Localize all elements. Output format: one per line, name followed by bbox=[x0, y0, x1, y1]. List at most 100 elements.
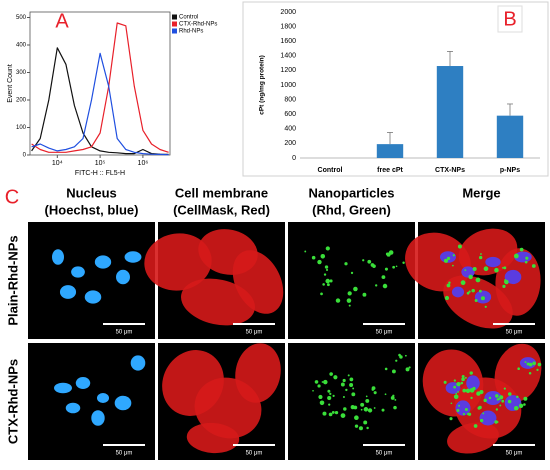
nucleus bbox=[461, 266, 475, 278]
nanoparticle bbox=[384, 367, 388, 371]
nanoparticle bbox=[335, 298, 341, 303]
y-tick-label: 0 bbox=[23, 153, 27, 159]
y-tick-label: 1400 bbox=[280, 53, 296, 60]
nanoparticle bbox=[483, 398, 487, 403]
bar bbox=[496, 115, 524, 158]
nanoparticle bbox=[317, 259, 322, 265]
panel-b-frame bbox=[242, 1, 549, 177]
nanoparticle bbox=[468, 274, 473, 280]
nanoparticle bbox=[408, 366, 411, 369]
nanoparticle bbox=[474, 299, 478, 302]
micrograph-content bbox=[54, 355, 146, 426]
column-header: Nanoparticles bbox=[309, 185, 395, 200]
nanoparticle bbox=[370, 263, 375, 267]
cell-membrane bbox=[186, 422, 240, 454]
nanoparticle bbox=[471, 288, 475, 293]
nanoparticle bbox=[346, 298, 352, 303]
panel-label: C bbox=[5, 186, 19, 208]
nanoparticle bbox=[478, 289, 482, 293]
y-tick-label: 1200 bbox=[280, 67, 296, 74]
nanoparticle bbox=[507, 399, 512, 404]
nanoparticle bbox=[395, 265, 398, 268]
micrograph-content bbox=[304, 246, 405, 307]
nanoparticle bbox=[381, 275, 386, 280]
nanoparticle bbox=[367, 408, 373, 413]
nanoparticle bbox=[503, 266, 507, 270]
nanoparticle bbox=[334, 410, 339, 415]
scale-bar-label: 50 μm bbox=[246, 330, 263, 336]
nanoparticle bbox=[323, 379, 328, 385]
nanoparticle bbox=[524, 260, 528, 264]
row-label: CTX-Rhd-NPs bbox=[5, 359, 20, 444]
nanoparticle bbox=[531, 264, 536, 268]
nanoparticle bbox=[462, 412, 465, 416]
y-tick-label: 500 bbox=[16, 15, 27, 21]
micrograph-content bbox=[162, 343, 281, 454]
nanoparticle bbox=[473, 424, 478, 428]
nanoparticle bbox=[358, 426, 363, 431]
legend-label: Rhd-NPs bbox=[179, 29, 203, 35]
nanoparticle bbox=[494, 267, 499, 273]
nanoparticle bbox=[532, 361, 536, 366]
nucleus bbox=[84, 290, 102, 304]
nanoparticle bbox=[386, 252, 391, 257]
nanoparticle bbox=[328, 403, 331, 406]
nanoparticle bbox=[329, 392, 332, 395]
nanoparticle bbox=[452, 254, 455, 257]
nanoparticle bbox=[395, 359, 398, 362]
nanoparticle bbox=[479, 390, 484, 395]
nanoparticle bbox=[477, 406, 481, 410]
nanoparticle bbox=[349, 383, 354, 388]
nanoparticle bbox=[351, 392, 356, 397]
y-axis-label: Event Count bbox=[7, 64, 14, 103]
nanoparticle bbox=[349, 377, 354, 382]
nanoparticle bbox=[384, 393, 387, 396]
x-tick-label: CTX-NPs bbox=[435, 167, 465, 174]
nanoparticle bbox=[326, 283, 330, 287]
micrograph bbox=[288, 222, 415, 339]
micrograph-content bbox=[312, 353, 411, 431]
nanoparticle bbox=[460, 280, 466, 286]
nanoparticle bbox=[475, 277, 481, 283]
nanoparticle bbox=[513, 405, 519, 411]
y-tick-label: 400 bbox=[16, 43, 27, 49]
nanoparticle bbox=[450, 402, 453, 405]
nanoparticle bbox=[343, 407, 347, 411]
nanoparticle bbox=[453, 385, 457, 389]
nanoparticle bbox=[375, 284, 378, 287]
x-tick-label: free cPt bbox=[377, 167, 403, 174]
scale-bar-label: 50 μm bbox=[246, 451, 263, 457]
legend-swatch bbox=[172, 21, 177, 27]
nanoparticle bbox=[525, 256, 529, 260]
nanoparticle bbox=[347, 374, 350, 377]
nucleus bbox=[485, 256, 501, 268]
nanoparticle bbox=[446, 283, 451, 288]
nucleus bbox=[96, 392, 110, 404]
nanoparticle bbox=[456, 409, 460, 412]
nanoparticle bbox=[382, 283, 388, 289]
nanoparticle bbox=[482, 412, 485, 415]
nucleus bbox=[75, 377, 91, 389]
nanoparticle bbox=[448, 281, 451, 284]
nanoparticle bbox=[342, 378, 346, 383]
y-tick-label: 2000 bbox=[280, 9, 296, 16]
y-tick-label: 1600 bbox=[280, 38, 296, 45]
nanoparticle bbox=[322, 411, 327, 416]
scale-bar-label: 50 μm bbox=[376, 330, 393, 336]
nanoparticle bbox=[362, 259, 365, 262]
y-tick-label: 200 bbox=[16, 98, 27, 104]
nanoparticle bbox=[304, 250, 307, 253]
nanoparticle bbox=[365, 395, 368, 398]
nanoparticle bbox=[404, 354, 407, 357]
nucleus bbox=[91, 410, 105, 426]
nanoparticle bbox=[402, 261, 405, 264]
x-tick-label: 10⁵ bbox=[95, 160, 106, 167]
nanoparticle bbox=[398, 353, 401, 357]
micrograph bbox=[288, 343, 415, 460]
cell-membrane bbox=[181, 278, 255, 326]
nanoparticle bbox=[466, 291, 470, 295]
scale-bar-label: 50 μm bbox=[116, 451, 133, 457]
column-header: Cell membrane bbox=[175, 185, 268, 200]
nanoparticle bbox=[494, 420, 498, 424]
micrograph-content bbox=[405, 228, 541, 329]
